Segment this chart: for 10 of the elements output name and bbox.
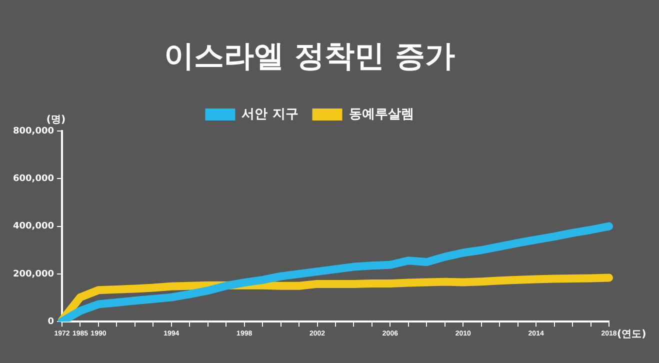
y-tick-label: 200,000 bbox=[12, 269, 54, 280]
y-tick-label: 600,000 bbox=[12, 174, 54, 184]
y-tick-label: 0 bbox=[48, 316, 54, 327]
chart-title: 이스라엘 정착민 증가 bbox=[164, 38, 455, 74]
y-tick-label: 800,000 bbox=[12, 126, 54, 136]
x-axis-title: (연도) bbox=[617, 329, 646, 340]
y-tick-label: 400,000 bbox=[12, 222, 54, 232]
y-axis-title: (명) bbox=[46, 114, 66, 126]
legend-label: 서안 지구 bbox=[242, 106, 298, 122]
legend-label: 동예루살렘 bbox=[348, 106, 414, 122]
